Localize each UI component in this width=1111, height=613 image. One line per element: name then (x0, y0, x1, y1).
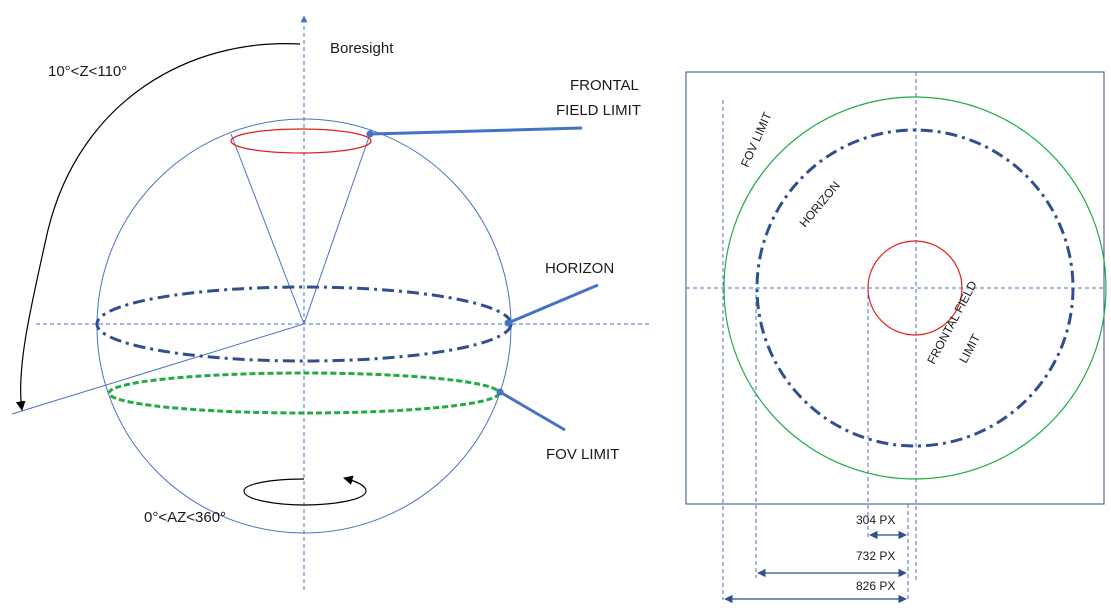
radial-line (11, 323, 305, 415)
fov-limit-circle (723, 96, 1107, 480)
image-frontal-label-line2: LIMIT (956, 331, 983, 365)
dim-label-826: 826 PX (856, 579, 895, 593)
horizon-label: HORIZON (545, 260, 614, 277)
boresight-label: Boresight (330, 40, 394, 57)
frontal-field-circle (867, 240, 963, 336)
zenith-arrow (15, 43, 301, 411)
frontal-field-ellipse (230, 128, 372, 154)
frontal-leader-line (369, 126, 583, 136)
frontal-field-label-line1: FRONTAL (570, 77, 639, 94)
dim-label-732: 732 PX (856, 549, 895, 563)
horizon-circle (755, 128, 1075, 448)
fov-leader-dot (496, 388, 504, 396)
azimuth-arrow (243, 475, 367, 506)
frontal-field-label-line2: FIELD LIMIT (556, 102, 641, 119)
frontal-cone-right (303, 133, 371, 325)
sphere-diagram: Boresight 10°<Z<110° FRONTAL FIELD LIMIT… (11, 15, 652, 590)
image-fov-limit-label: FOV LIMIT (738, 109, 775, 169)
sensor-image-diagram: 304 PX 732 PX 826 PX FOV LIMIT HORIZON F… (685, 71, 1107, 604)
azimuth-range-label: 0°<AZ<360° (144, 509, 226, 526)
fov-limit-label: FOV LIMIT (546, 446, 619, 463)
frontal-cone-left (230, 133, 305, 325)
fov-leader-line (499, 390, 566, 432)
frontal-leader-dot (366, 130, 374, 138)
image-frame (685, 71, 1105, 505)
image-horizon-label: HORIZON (797, 179, 843, 230)
dim-label-304: 304 PX (856, 513, 895, 527)
zenith-range-label: 10°<Z<110° (48, 63, 127, 80)
horizon-leader-dot (504, 319, 512, 327)
horizon-leader-line (507, 283, 599, 325)
